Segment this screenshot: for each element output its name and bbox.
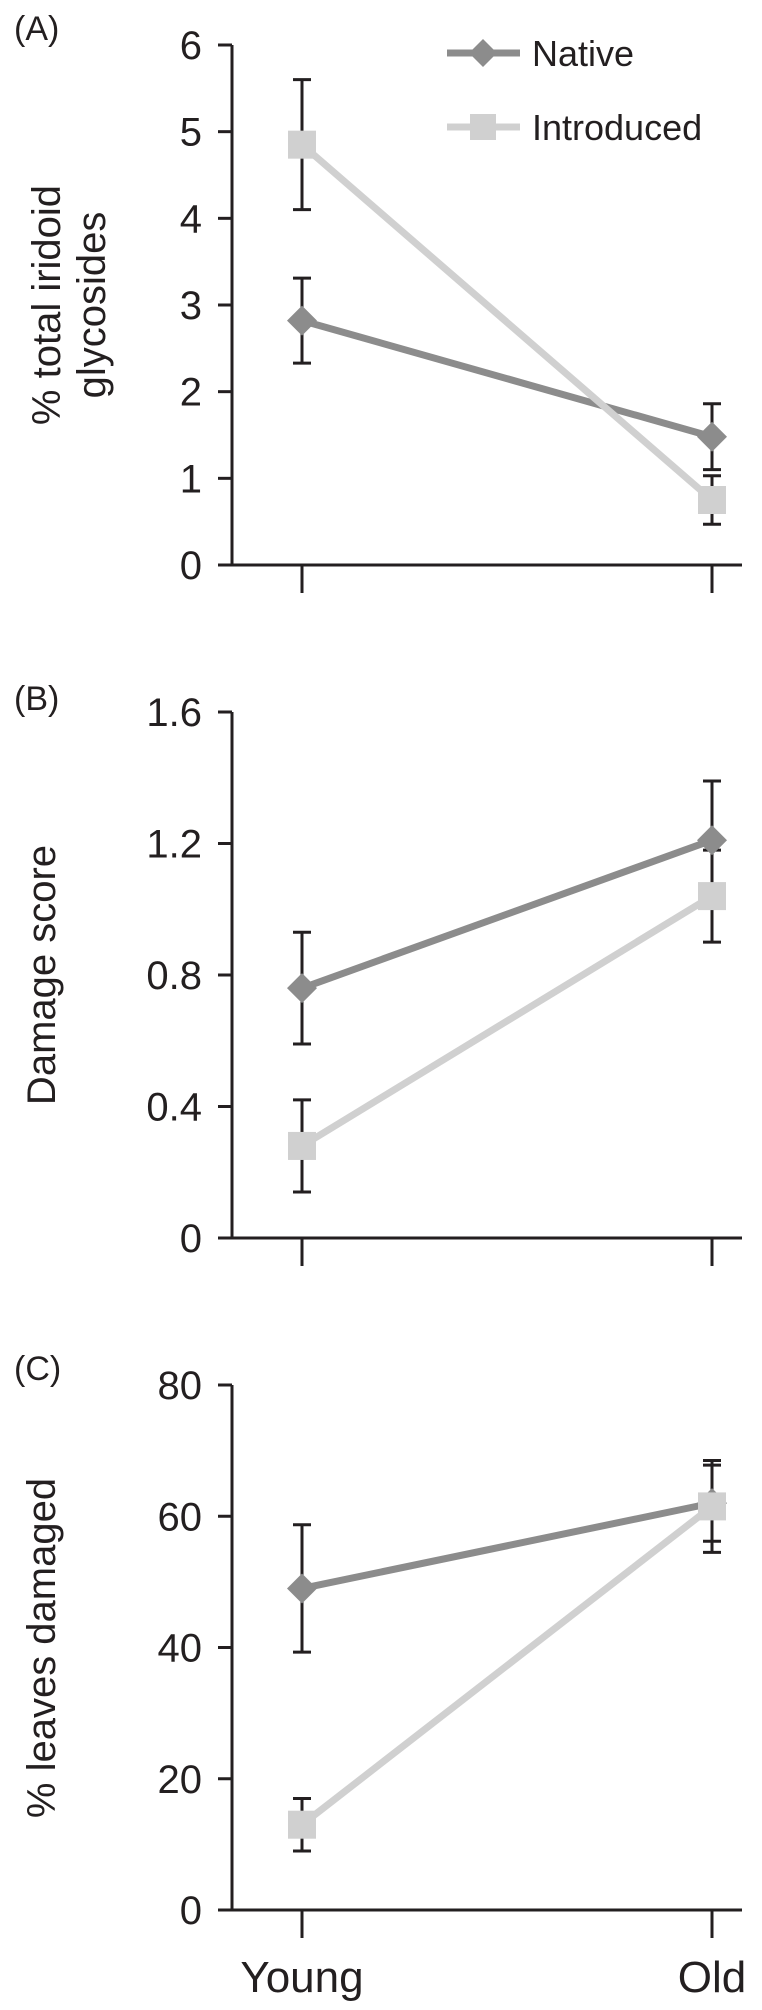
- data-point-introduced: [288, 1131, 316, 1160]
- x-tick-label: Young: [240, 1953, 363, 2002]
- panel-label: (A): [14, 10, 59, 48]
- y-tick-label: 1.6: [146, 691, 202, 735]
- y-tick-label: 0.4: [146, 1086, 202, 1130]
- y-axis-label: % total iridoid: [25, 185, 69, 425]
- series-line-native: [300, 836, 714, 992]
- y-tick-label: 0.8: [146, 954, 202, 998]
- legend-item-native: Native: [447, 33, 634, 74]
- y-tick-label: 2: [180, 371, 202, 415]
- data-point-native: [287, 973, 317, 1004]
- data-point-introduced: [698, 486, 726, 514]
- chart-panel-3: (C) 0 20 40 60 80 Young Old % leaves damaged: [14, 1350, 746, 2002]
- y-tick-label: 0: [180, 1217, 202, 1261]
- data-point-native: [697, 421, 727, 452]
- legend-marker: [469, 39, 497, 67]
- y-tick-label: 0: [180, 1889, 202, 1933]
- data-point-introduced: [288, 1810, 316, 1839]
- data-point-introduced: [698, 882, 726, 911]
- data-point-native: [287, 305, 317, 336]
- legend-marker: [470, 114, 496, 140]
- data-point-native: [287, 1573, 317, 1604]
- y-tick-label: 1: [180, 457, 202, 501]
- legend-item-introduced: Introduced: [447, 107, 702, 148]
- y-axis-label: % leaves damaged: [20, 1478, 64, 1818]
- series-line-introduced: [299, 142, 715, 503]
- y-tick-label: 6: [180, 24, 202, 68]
- series-line-introduced: [300, 893, 714, 1149]
- y-axis-label: glycosides: [70, 212, 114, 399]
- data-point-introduced: [698, 1492, 726, 1521]
- series-line-native: [301, 317, 713, 441]
- series-line-native: [301, 1499, 713, 1592]
- y-tick-label: 5: [180, 111, 202, 155]
- data-point-introduced: [288, 130, 316, 159]
- series-line-introduced: [299, 1503, 715, 1828]
- y-tick-label: 0: [180, 544, 202, 588]
- x-tick-label: Old: [678, 1953, 746, 2002]
- y-tick-label: 4: [180, 197, 202, 241]
- y-tick-label: 80: [158, 1364, 203, 1408]
- y-tick-label: 40: [158, 1627, 203, 1671]
- chart-panel-1: (A) 0 1 2 3 4 5 6 % total iridoid glycosides Nativ…: [14, 10, 742, 593]
- panel-label: (C): [14, 1350, 61, 1388]
- legend-label: Native: [532, 33, 634, 74]
- y-tick-label: 60: [158, 1495, 203, 1539]
- y-tick-label: 20: [158, 1758, 203, 1802]
- y-tick-label: 3: [180, 284, 202, 328]
- legend: Native Introduced: [447, 33, 702, 148]
- legend-label: Introduced: [532, 107, 702, 148]
- data-point-native: [697, 825, 727, 856]
- y-tick-label: 1.2: [146, 823, 202, 867]
- chart-panel-2: (B) 0 0.4 0.8 1.2 1.6 Damage score: [14, 680, 742, 1266]
- y-axis-label: Damage score: [20, 845, 64, 1105]
- panel-label: (B): [14, 680, 59, 718]
